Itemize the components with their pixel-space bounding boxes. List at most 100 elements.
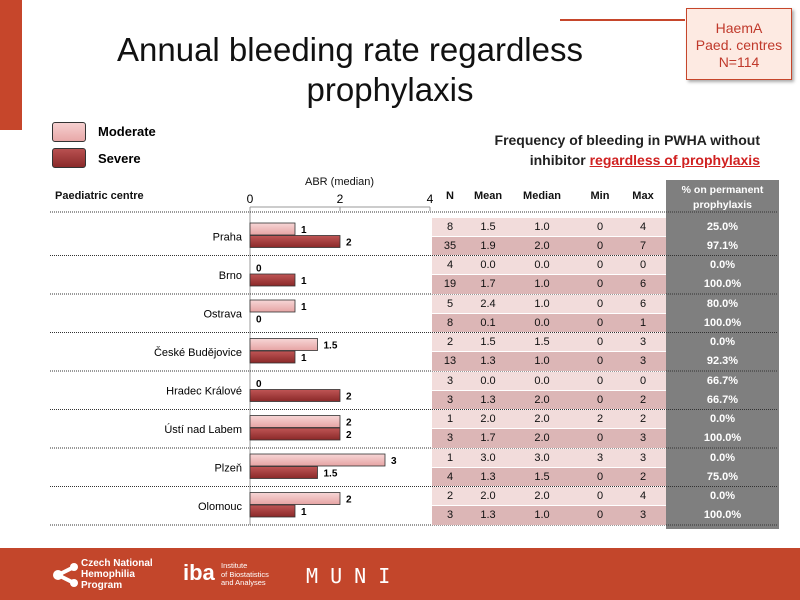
table-cell: 0.0 xyxy=(480,374,496,387)
table-cell: 1.5 xyxy=(534,470,550,483)
bar-data-label: 2 xyxy=(346,238,352,249)
table-row xyxy=(432,294,666,313)
bar-data-label: 1.5 xyxy=(324,469,338,480)
pct-header-line: prophylaxis xyxy=(693,199,752,211)
table-cell: 0 xyxy=(596,509,604,522)
bar-severe xyxy=(249,504,296,518)
table-cell: 1.0 xyxy=(534,509,550,522)
table-cell: 4 xyxy=(446,470,454,483)
cohort-badge: HaemA Paed. centres N=114 xyxy=(686,8,792,80)
table-cell: 0 xyxy=(596,278,604,291)
subtitle-highlight: regardless of prophylaxis xyxy=(589,152,760,168)
pct-cell: 97.1% xyxy=(706,239,739,252)
table-cell: 0 xyxy=(596,432,604,445)
table-cell: 3 xyxy=(639,336,647,348)
decorative-top-line xyxy=(560,19,685,21)
iba-logo: iba xyxy=(183,560,215,585)
table-cell: 1.7 xyxy=(480,278,496,291)
table-row xyxy=(432,333,666,352)
cnhp-line: Program xyxy=(81,580,123,591)
muni-logo: M U N I xyxy=(306,564,391,588)
table-cell: 1 xyxy=(639,316,647,329)
table-row xyxy=(432,256,666,275)
pct-column-bg xyxy=(666,180,779,529)
table-cell: 4 xyxy=(639,490,647,502)
bar-data-label: 1.5 xyxy=(324,341,338,352)
cnhp-line: Czech National xyxy=(81,558,153,569)
table-cell: 8 xyxy=(446,316,454,329)
x-axis-label: ABR (median) xyxy=(305,176,375,188)
table-cell: 1.7 xyxy=(480,432,496,445)
table-cell: 4 xyxy=(639,220,647,233)
x-tick-label: 4 xyxy=(427,192,434,206)
table-cell: 0 xyxy=(596,490,604,502)
table-row xyxy=(432,313,666,332)
table-cell: 3 xyxy=(446,509,454,522)
x-tick-label: 2 xyxy=(337,192,344,206)
bar-moderate xyxy=(249,222,296,236)
cnhp-line: Hemophilia xyxy=(81,569,135,580)
table-cell: 0 xyxy=(596,393,604,406)
table-cell: 5 xyxy=(446,297,454,310)
footer: Czech National Hemophilia Program iba Inst… xyxy=(0,548,800,600)
table-cell: 2.0 xyxy=(480,490,496,502)
table-cell: 3 xyxy=(596,451,604,464)
bar-moderate xyxy=(249,299,296,313)
table-cell: 13 xyxy=(443,355,457,368)
table-cell: 3 xyxy=(446,393,454,406)
table-cell: 0.0 xyxy=(534,374,550,387)
table-cell: 6 xyxy=(639,278,647,291)
pct-cell: 0.0% xyxy=(709,490,736,502)
table-cell: 2.4 xyxy=(480,297,496,310)
iba-line: Institute xyxy=(221,561,248,570)
pct-header: % on permanent prophylaxis xyxy=(666,183,779,213)
table-cell: 1.5 xyxy=(480,220,496,233)
table-cell: 2.0 xyxy=(480,413,496,425)
table-cell: 3.0 xyxy=(480,451,496,464)
table-cell: 1.3 xyxy=(480,470,496,483)
table-cell: 1.3 xyxy=(480,355,496,368)
table-cell: 1 xyxy=(446,413,454,425)
page-title: Annual bleeding rate regardless prophylax… xyxy=(60,30,640,110)
bar-severe xyxy=(249,273,296,287)
category-header: Paediatric centre xyxy=(55,190,144,202)
table-cell: 3 xyxy=(446,432,454,445)
table-cell: 3 xyxy=(639,355,647,368)
table-row xyxy=(432,467,666,486)
bar-data-label: 0 xyxy=(256,379,262,390)
table-cell: 1.0 xyxy=(534,278,550,291)
table-cell: 2 xyxy=(596,413,604,425)
table-row xyxy=(432,410,666,429)
table-row xyxy=(432,352,666,371)
table-cell: 3 xyxy=(639,451,647,464)
pct-cell: 100.0% xyxy=(703,316,742,329)
table-cell: 4 xyxy=(446,259,454,271)
table-cell: 0 xyxy=(596,297,604,310)
table-header: Median xyxy=(523,190,561,202)
title-line-1: Annual bleeding rate regardless xyxy=(117,31,583,68)
category-label: České Budějovice xyxy=(154,346,242,359)
table-header: Min xyxy=(590,190,610,202)
table-cell: 3 xyxy=(639,432,647,445)
pct-cell: 66.7% xyxy=(706,393,739,406)
table-cell: 2.0 xyxy=(534,239,550,252)
bar-moderate xyxy=(249,492,341,505)
table-row xyxy=(432,429,666,448)
category-label: Ústí nad Labem xyxy=(164,423,242,436)
pct-cell: 100.0% xyxy=(703,432,742,445)
badge-line: N=114 xyxy=(718,54,760,70)
table-cell: 1.0 xyxy=(534,220,550,233)
table-cell: 0.0 xyxy=(480,259,496,271)
table-cell: 1.3 xyxy=(480,393,496,406)
bar-severe xyxy=(249,350,296,364)
bar-data-label: 1 xyxy=(301,276,307,287)
iba-line: of Biostatistics xyxy=(221,569,269,579)
pct-cell: 0.0% xyxy=(709,259,736,271)
pct-cell: 80.0% xyxy=(706,297,739,310)
bar-data-label: 0 xyxy=(256,264,262,275)
table-row xyxy=(432,217,666,236)
legend-label-moderate: Moderate xyxy=(98,124,156,139)
pct-cell: 66.7% xyxy=(706,374,739,387)
legend-swatch-moderate xyxy=(52,122,86,142)
table-cell: 0 xyxy=(596,374,604,387)
